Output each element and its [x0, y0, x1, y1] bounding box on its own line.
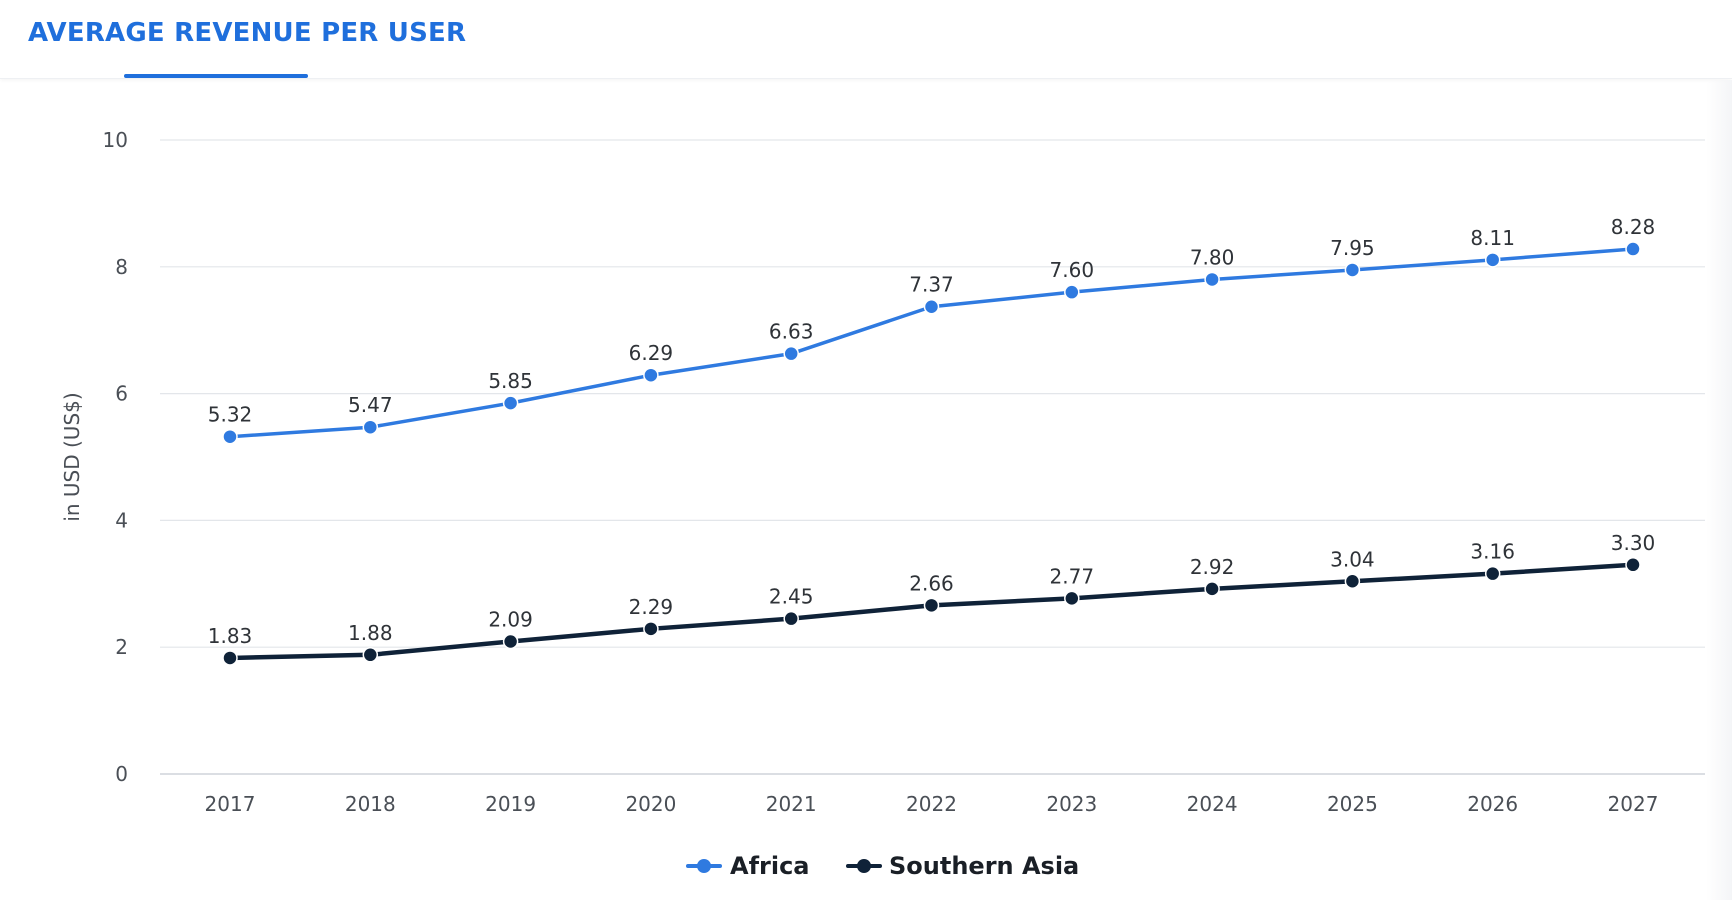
- data-point[interactable]: [1625, 557, 1641, 573]
- x-tick-label: 2018: [345, 792, 396, 816]
- data-point[interactable]: [362, 647, 379, 663]
- data-label: 3.04: [1330, 547, 1375, 571]
- data-label: 2.09: [488, 607, 533, 631]
- data-label: 5.47: [348, 393, 393, 417]
- data-label: 2.29: [629, 595, 674, 619]
- legend-dot-marker: [697, 859, 711, 873]
- data-point[interactable]: [783, 610, 799, 627]
- y-tick-label: 6: [115, 382, 128, 406]
- data-label: 7.95: [1330, 236, 1375, 260]
- y-tick-label: 2: [115, 635, 128, 659]
- x-tick-label: 2027: [1608, 792, 1659, 816]
- data-point[interactable]: [643, 621, 659, 637]
- data-label: 2.77: [1050, 564, 1095, 588]
- legend-label: Southern Asia: [889, 852, 1079, 880]
- data-point[interactable]: [643, 367, 659, 383]
- x-tick-label: 2026: [1467, 792, 1518, 816]
- y-tick-label: 8: [115, 255, 128, 279]
- data-point[interactable]: [783, 345, 799, 362]
- series-layer: 5.32 5.47 5.85 6.29 6.63 7.37 7.60 7.80 7.95 8.11…: [208, 215, 1656, 666]
- y-axis-title: in USD (US$): [60, 392, 84, 521]
- x-tick-label: 2024: [1187, 792, 1238, 816]
- x-tick-label: 2021: [766, 792, 817, 816]
- data-label: 1.88: [348, 621, 393, 645]
- data-point[interactable]: [1484, 252, 1501, 268]
- x-tick-label: 2025: [1327, 792, 1378, 816]
- x-tick-label: 2020: [625, 792, 676, 816]
- legend-label: Africa: [730, 852, 810, 880]
- y-tick-label: 10: [103, 128, 128, 152]
- data-label: 5.32: [208, 403, 253, 427]
- y-tick-label: 4: [115, 508, 128, 532]
- legend-dot-marker: [857, 859, 871, 873]
- data-label: 7.80: [1190, 245, 1235, 269]
- data-label: 7.37: [909, 273, 954, 297]
- data-label: 8.28: [1611, 215, 1656, 239]
- data-label: 2.66: [909, 571, 954, 595]
- scroll-edge-shade: [1706, 80, 1732, 900]
- data-label: 7.60: [1050, 258, 1095, 282]
- data-point[interactable]: [1064, 590, 1080, 607]
- y-axis: 0 2 4 6 8 10: [103, 128, 128, 786]
- x-tick-label: 2019: [485, 792, 536, 816]
- data-point[interactable]: [362, 419, 379, 435]
- chart-tab-bar: AVERAGE REVENUE PER USER: [0, 0, 1732, 79]
- data-label: 1.83: [208, 624, 253, 648]
- data-point[interactable]: [1344, 573, 1361, 590]
- data-label: 5.85: [488, 369, 533, 393]
- legend-item-africa[interactable]: Africa: [686, 852, 810, 880]
- data-label: 6.63: [769, 320, 814, 344]
- legend-item-southern-asia[interactable]: Southern Asia: [846, 852, 1079, 880]
- data-point[interactable]: [1204, 581, 1220, 597]
- data-label: 6.29: [629, 341, 674, 365]
- data-point[interactable]: [1625, 241, 1641, 257]
- y-tick-label: 0: [115, 762, 128, 786]
- data-label: 2.45: [769, 585, 814, 609]
- data-point[interactable]: [502, 395, 519, 411]
- data-point[interactable]: [1344, 262, 1361, 278]
- data-point[interactable]: [923, 597, 940, 614]
- data-point[interactable]: [1484, 565, 1501, 582]
- data-point[interactable]: [1204, 271, 1220, 288]
- grid-lines: [160, 139, 1705, 775]
- data-label: 8.11: [1470, 226, 1515, 250]
- data-point[interactable]: [1064, 284, 1080, 300]
- series-africa: 5.32 5.47 5.85 6.29 6.63 7.37 7.60 7.80 7.95 8.11…: [208, 215, 1656, 445]
- series-southern-asia: 1.83 1.88 2.09 2.29 2.45 2.66 2.77 2.92 3.04 3.16…: [208, 531, 1656, 666]
- data-point[interactable]: [222, 428, 238, 445]
- x-tick-label: 2023: [1046, 792, 1097, 816]
- data-label: 3.30: [1611, 531, 1656, 555]
- active-tab-indicator: [124, 74, 308, 78]
- x-axis: 2017 2018 2019 2020 2021 2022 2023 2024 2025 2026…: [205, 792, 1659, 816]
- data-label: 2.92: [1190, 555, 1235, 579]
- data-point[interactable]: [222, 650, 238, 666]
- x-tick-label: 2022: [906, 792, 957, 816]
- data-label: 3.16: [1470, 540, 1515, 564]
- legend: Africa Southern Asia: [686, 852, 1079, 880]
- data-point[interactable]: [923, 298, 940, 315]
- data-point[interactable]: [502, 633, 519, 650]
- tab-average-revenue-per-user[interactable]: AVERAGE REVENUE PER USER: [28, 18, 467, 48]
- x-tick-label: 2017: [205, 792, 256, 816]
